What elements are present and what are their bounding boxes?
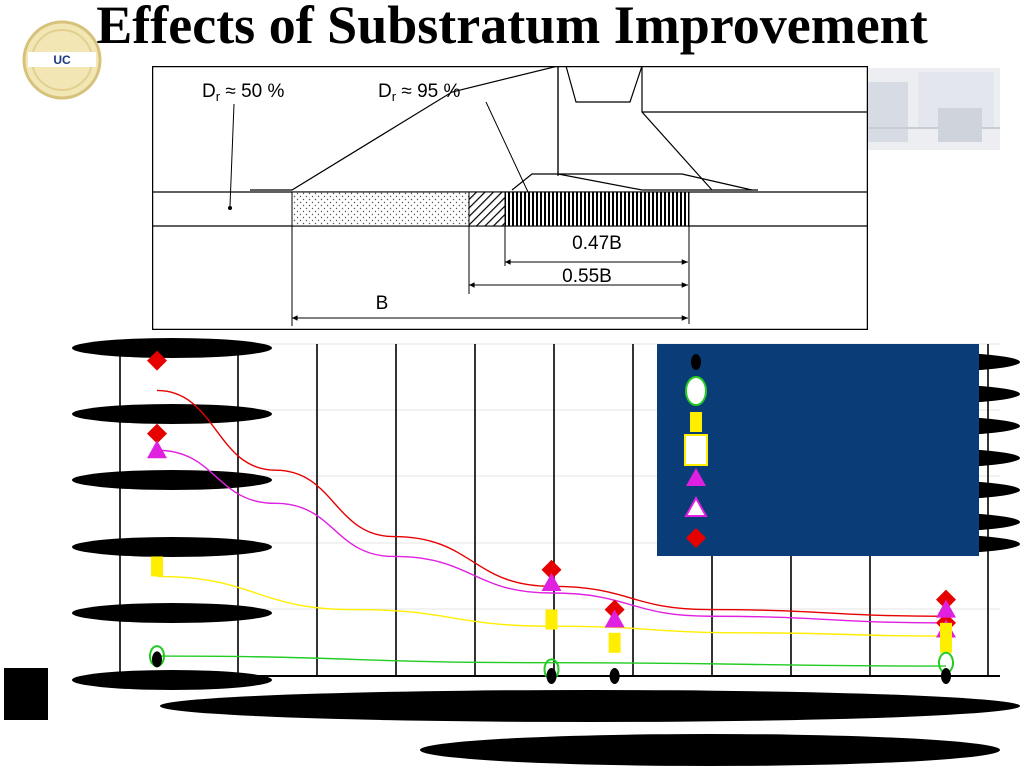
curve-red — [156, 389, 947, 617]
data-points — [147, 350, 956, 684]
point-yellow-1 — [545, 609, 558, 630]
point-red-2 — [541, 559, 562, 580]
label-dr-50: Dr ≈ 50 % — [202, 81, 284, 104]
point-magenta-3 — [936, 599, 956, 618]
dimension-b: B — [376, 293, 389, 314]
point-black-1 — [546, 668, 557, 684]
point-black-2 — [609, 668, 620, 684]
garbled-x-label — [420, 734, 1000, 766]
uc-davis-logo: UC — [22, 20, 102, 100]
dimension-047b: 0.47B — [572, 233, 622, 254]
garbled-y-tick-0 — [72, 338, 272, 358]
garbled-y-tick-1 — [72, 404, 272, 424]
garbled-x-ticks — [160, 690, 1020, 722]
point-magenta-2 — [604, 609, 625, 628]
point-black-3 — [941, 668, 951, 684]
legend-marker-1 — [685, 376, 707, 406]
point-magenta-0 — [147, 440, 167, 459]
point-red-0 — [147, 350, 167, 371]
legend-marker-4 — [686, 468, 706, 486]
garbled-y-tick-5 — [72, 670, 272, 690]
dimension-055b: 0.55B — [562, 266, 612, 287]
legend-box — [657, 344, 979, 556]
garbled-y-tick-2 — [72, 470, 272, 490]
point-red-1 — [147, 423, 167, 444]
settlement-chart — [4, 338, 1020, 766]
point-yellow-0 — [151, 556, 163, 577]
garbled-y-tick-3 — [72, 537, 272, 557]
legend-marker-6 — [686, 528, 706, 548]
cross-section-schematic: Dr ≈ 50 % Dr ≈ 95 % 0.47B 0.55B B — [152, 66, 868, 330]
garbled-y-tick-4 — [72, 603, 272, 623]
curve-green — [156, 655, 947, 667]
legend-marker-2 — [690, 412, 702, 432]
point-magenta-1 — [541, 573, 562, 592]
curve-magenta — [156, 449, 947, 624]
garbled-y-label — [4, 668, 48, 720]
point-yellow-4 — [940, 632, 952, 653]
label-dr-95: Dr ≈ 95 % — [378, 81, 460, 104]
legend-marker-0 — [691, 354, 701, 370]
svg-text:UC: UC — [53, 53, 71, 67]
point-black-0 — [152, 651, 162, 668]
slide-title: Effects of Substratum Improvement — [96, 0, 928, 55]
point-yellow-2 — [608, 632, 621, 653]
legend-marker-5 — [684, 495, 708, 517]
legend-marker-3 — [684, 434, 708, 466]
legend-markers — [684, 354, 708, 548]
